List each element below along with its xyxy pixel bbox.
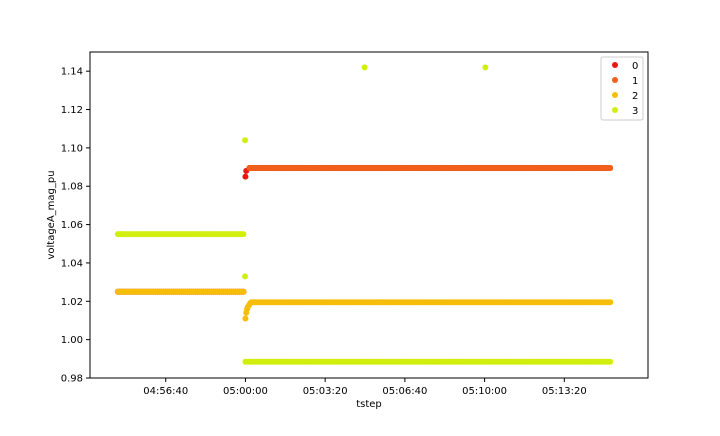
y-tick-label: 1.00: [61, 335, 83, 346]
point-series-1: [607, 165, 614, 172]
legend-marker-0: [612, 62, 618, 68]
y-axis-ticks: 0.98 1.00 1.02 1.04 1.06 1.08 1.10 1.12 1.14: [61, 67, 90, 385]
x-axis-ticks: 04:56:40 05:00:00 05:03:20 05:06:40 05:10:00…: [143, 378, 587, 397]
point-series-3: [242, 273, 249, 280]
y-tick-label: 1.04: [61, 258, 83, 269]
y-axis-label: voltageA_mag_pu: [46, 170, 57, 259]
legend-label-3: 3: [632, 106, 638, 117]
point-series-3: [607, 358, 614, 365]
point-series-2: [242, 315, 249, 322]
y-tick-label: 1.12: [61, 105, 83, 116]
y-tick-label: 1.02: [61, 297, 83, 308]
plot-area-frame: [89, 51, 649, 379]
x-tick-label: 05:06:40: [382, 386, 427, 397]
point-series-3: [482, 64, 489, 71]
legend-label-2: 2: [632, 91, 638, 102]
point-series-3: [361, 64, 368, 71]
x-axis-label: tstep: [356, 399, 382, 410]
y-tick-label: 1.10: [61, 143, 83, 154]
point-series-3: [240, 231, 247, 238]
point-series-3: [242, 137, 249, 144]
y-tick-label: 1.14: [61, 67, 83, 78]
point-series-2: [607, 299, 614, 306]
point-series-2: [240, 288, 247, 295]
legend-label-0: 0: [632, 61, 638, 72]
legend-frame: [600, 56, 644, 121]
y-tick-label: 1.08: [61, 182, 83, 193]
y-tick-label: 1.06: [61, 220, 83, 231]
legend-marker-2: [612, 92, 618, 98]
legend: 0 1 2 3: [600, 56, 644, 121]
legend-marker-1: [612, 77, 618, 83]
x-tick-label: 05:10:00: [462, 386, 507, 397]
points-layer: [114, 64, 614, 365]
point-series-2: [247, 300, 254, 307]
x-tick-label: 05:13:20: [542, 386, 587, 397]
x-tick-label: 05:03:20: [303, 386, 348, 397]
point-series-0: [242, 173, 249, 180]
x-tick-label: 04:56:40: [143, 386, 188, 397]
legend-marker-3: [612, 107, 618, 113]
legend-label-1: 1: [632, 76, 638, 87]
y-tick-label: 0.98: [61, 374, 83, 385]
x-tick-label: 05:00:00: [223, 386, 268, 397]
